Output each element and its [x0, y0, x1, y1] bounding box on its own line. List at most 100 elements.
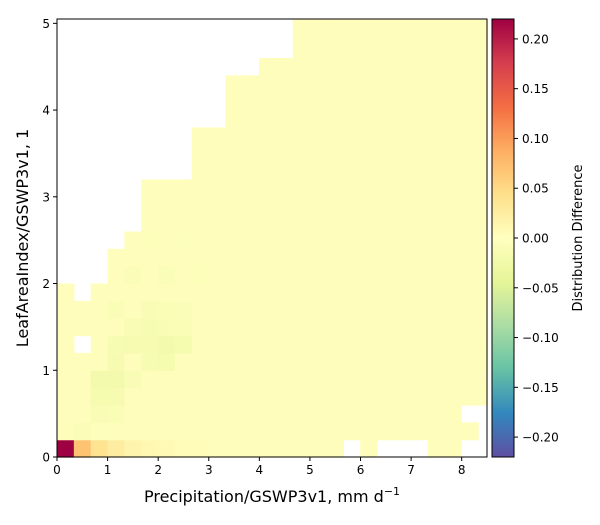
heatmap-cell — [292, 266, 311, 285]
heatmap-cell — [124, 248, 142, 267]
heatmap-cell — [276, 335, 294, 354]
y-tick-label: 1 — [42, 364, 50, 378]
heatmap-cell — [158, 214, 176, 233]
heatmap-cell — [410, 283, 429, 302]
heatmap-cell — [309, 422, 328, 441]
heatmap-cell — [124, 283, 142, 302]
heatmap-cell — [360, 75, 378, 94]
heatmap-cell — [326, 179, 344, 198]
heatmap-cell — [360, 127, 378, 146]
heatmap-cell — [174, 370, 193, 389]
heatmap-cell — [225, 196, 243, 215]
heatmap-cell — [461, 144, 479, 163]
heatmap-cell — [377, 179, 395, 198]
heatmap-cell — [259, 75, 277, 94]
heatmap-cell — [174, 248, 193, 267]
heatmap-cell — [444, 439, 462, 458]
heatmap-cell — [377, 404, 395, 423]
heatmap-cell — [444, 162, 462, 181]
heatmap-cell — [309, 404, 328, 423]
heatmap-cell — [292, 335, 311, 354]
heatmap-cell — [141, 422, 159, 441]
heatmap-cell — [377, 144, 395, 163]
heatmap-cell — [461, 266, 479, 285]
heatmap-cell — [343, 422, 361, 441]
y-tick-label: 2 — [42, 277, 50, 291]
heatmap-cell — [410, 335, 429, 354]
heatmap-cell — [57, 387, 75, 406]
heatmap-cell — [309, 179, 328, 198]
heatmap-cell — [208, 352, 227, 371]
heatmap-cell — [393, 110, 412, 129]
heatmap-cell — [343, 19, 361, 24]
heatmap-cell — [225, 387, 243, 406]
heatmap-cell — [141, 266, 159, 285]
heatmap-cell — [478, 179, 488, 198]
colorbar-tick-label: −0.05 — [522, 281, 559, 295]
y-tick-label: 3 — [42, 190, 50, 204]
heatmap-cell — [444, 266, 462, 285]
heatmap-cell — [393, 387, 412, 406]
heatmap-cell — [427, 19, 446, 24]
heatmap-cell — [191, 439, 210, 458]
heatmap-cell — [343, 127, 361, 146]
heatmap-cell — [326, 335, 344, 354]
heatmap-cell — [326, 92, 344, 111]
heatmap-cell — [444, 248, 462, 267]
heatmap-cell — [124, 370, 142, 389]
heatmap-cell — [343, 318, 361, 337]
heatmap-cell — [377, 162, 395, 181]
heatmap-cell — [461, 196, 479, 215]
heatmap-cell — [478, 92, 488, 111]
heatmap-cell — [225, 144, 243, 163]
heatmap-cell — [393, 370, 412, 389]
y-tick-label: 0 — [42, 451, 50, 465]
colorbar — [491, 18, 515, 458]
heatmap-cell — [427, 144, 446, 163]
heatmap-cell — [444, 75, 462, 94]
heatmap-cell — [292, 162, 311, 181]
heatmap-cell — [393, 179, 412, 198]
heatmap-cell — [259, 335, 277, 354]
heatmap-cell — [410, 370, 429, 389]
heatmap-cell — [276, 110, 294, 129]
heatmap-cell — [427, 110, 446, 129]
heatmap-cell — [309, 196, 328, 215]
heatmap-cell — [444, 231, 462, 250]
heatmap-cell — [360, 266, 378, 285]
heatmap-cell — [478, 19, 488, 24]
heatmap-cell — [326, 248, 344, 267]
heatmap-cell — [309, 370, 328, 389]
heatmap-cell — [444, 318, 462, 337]
heatmap-cell — [461, 248, 479, 267]
heatmap-cell — [174, 300, 193, 319]
y-axis: 0 1 2 3 4 5 — [42, 17, 57, 465]
heatmap-cell — [292, 300, 311, 319]
heatmap-cell — [124, 266, 142, 285]
x-tick-label: 2 — [154, 463, 162, 477]
heatmap-cell — [377, 196, 395, 215]
heatmap-cell — [427, 283, 446, 302]
heatmap-cell — [326, 387, 344, 406]
heatmap-cell — [393, 92, 412, 111]
heatmap-cell — [360, 92, 378, 111]
heatmap-cell — [478, 162, 488, 181]
heatmap-cell — [259, 266, 277, 285]
heatmap-cell — [444, 40, 462, 59]
heatmap-cell — [57, 422, 75, 441]
heatmap-cell — [410, 422, 429, 441]
heatmap-cell — [326, 144, 344, 163]
heatmap-cell — [174, 439, 193, 458]
heatmap-cell — [478, 127, 488, 146]
heatmap-cell — [444, 404, 462, 423]
heatmap-cell — [410, 58, 429, 76]
heatmap-cell — [292, 75, 311, 94]
heatmap-cell — [326, 40, 344, 59]
heatmap-cell — [158, 370, 176, 389]
heatmap-cell — [461, 370, 479, 389]
colorbar-tick-label: −0.10 — [522, 331, 559, 345]
x-tick-label: 7 — [407, 463, 415, 477]
heatmap-cell — [410, 144, 429, 163]
heatmap-cell — [208, 300, 227, 319]
heatmap-cell — [377, 40, 395, 59]
